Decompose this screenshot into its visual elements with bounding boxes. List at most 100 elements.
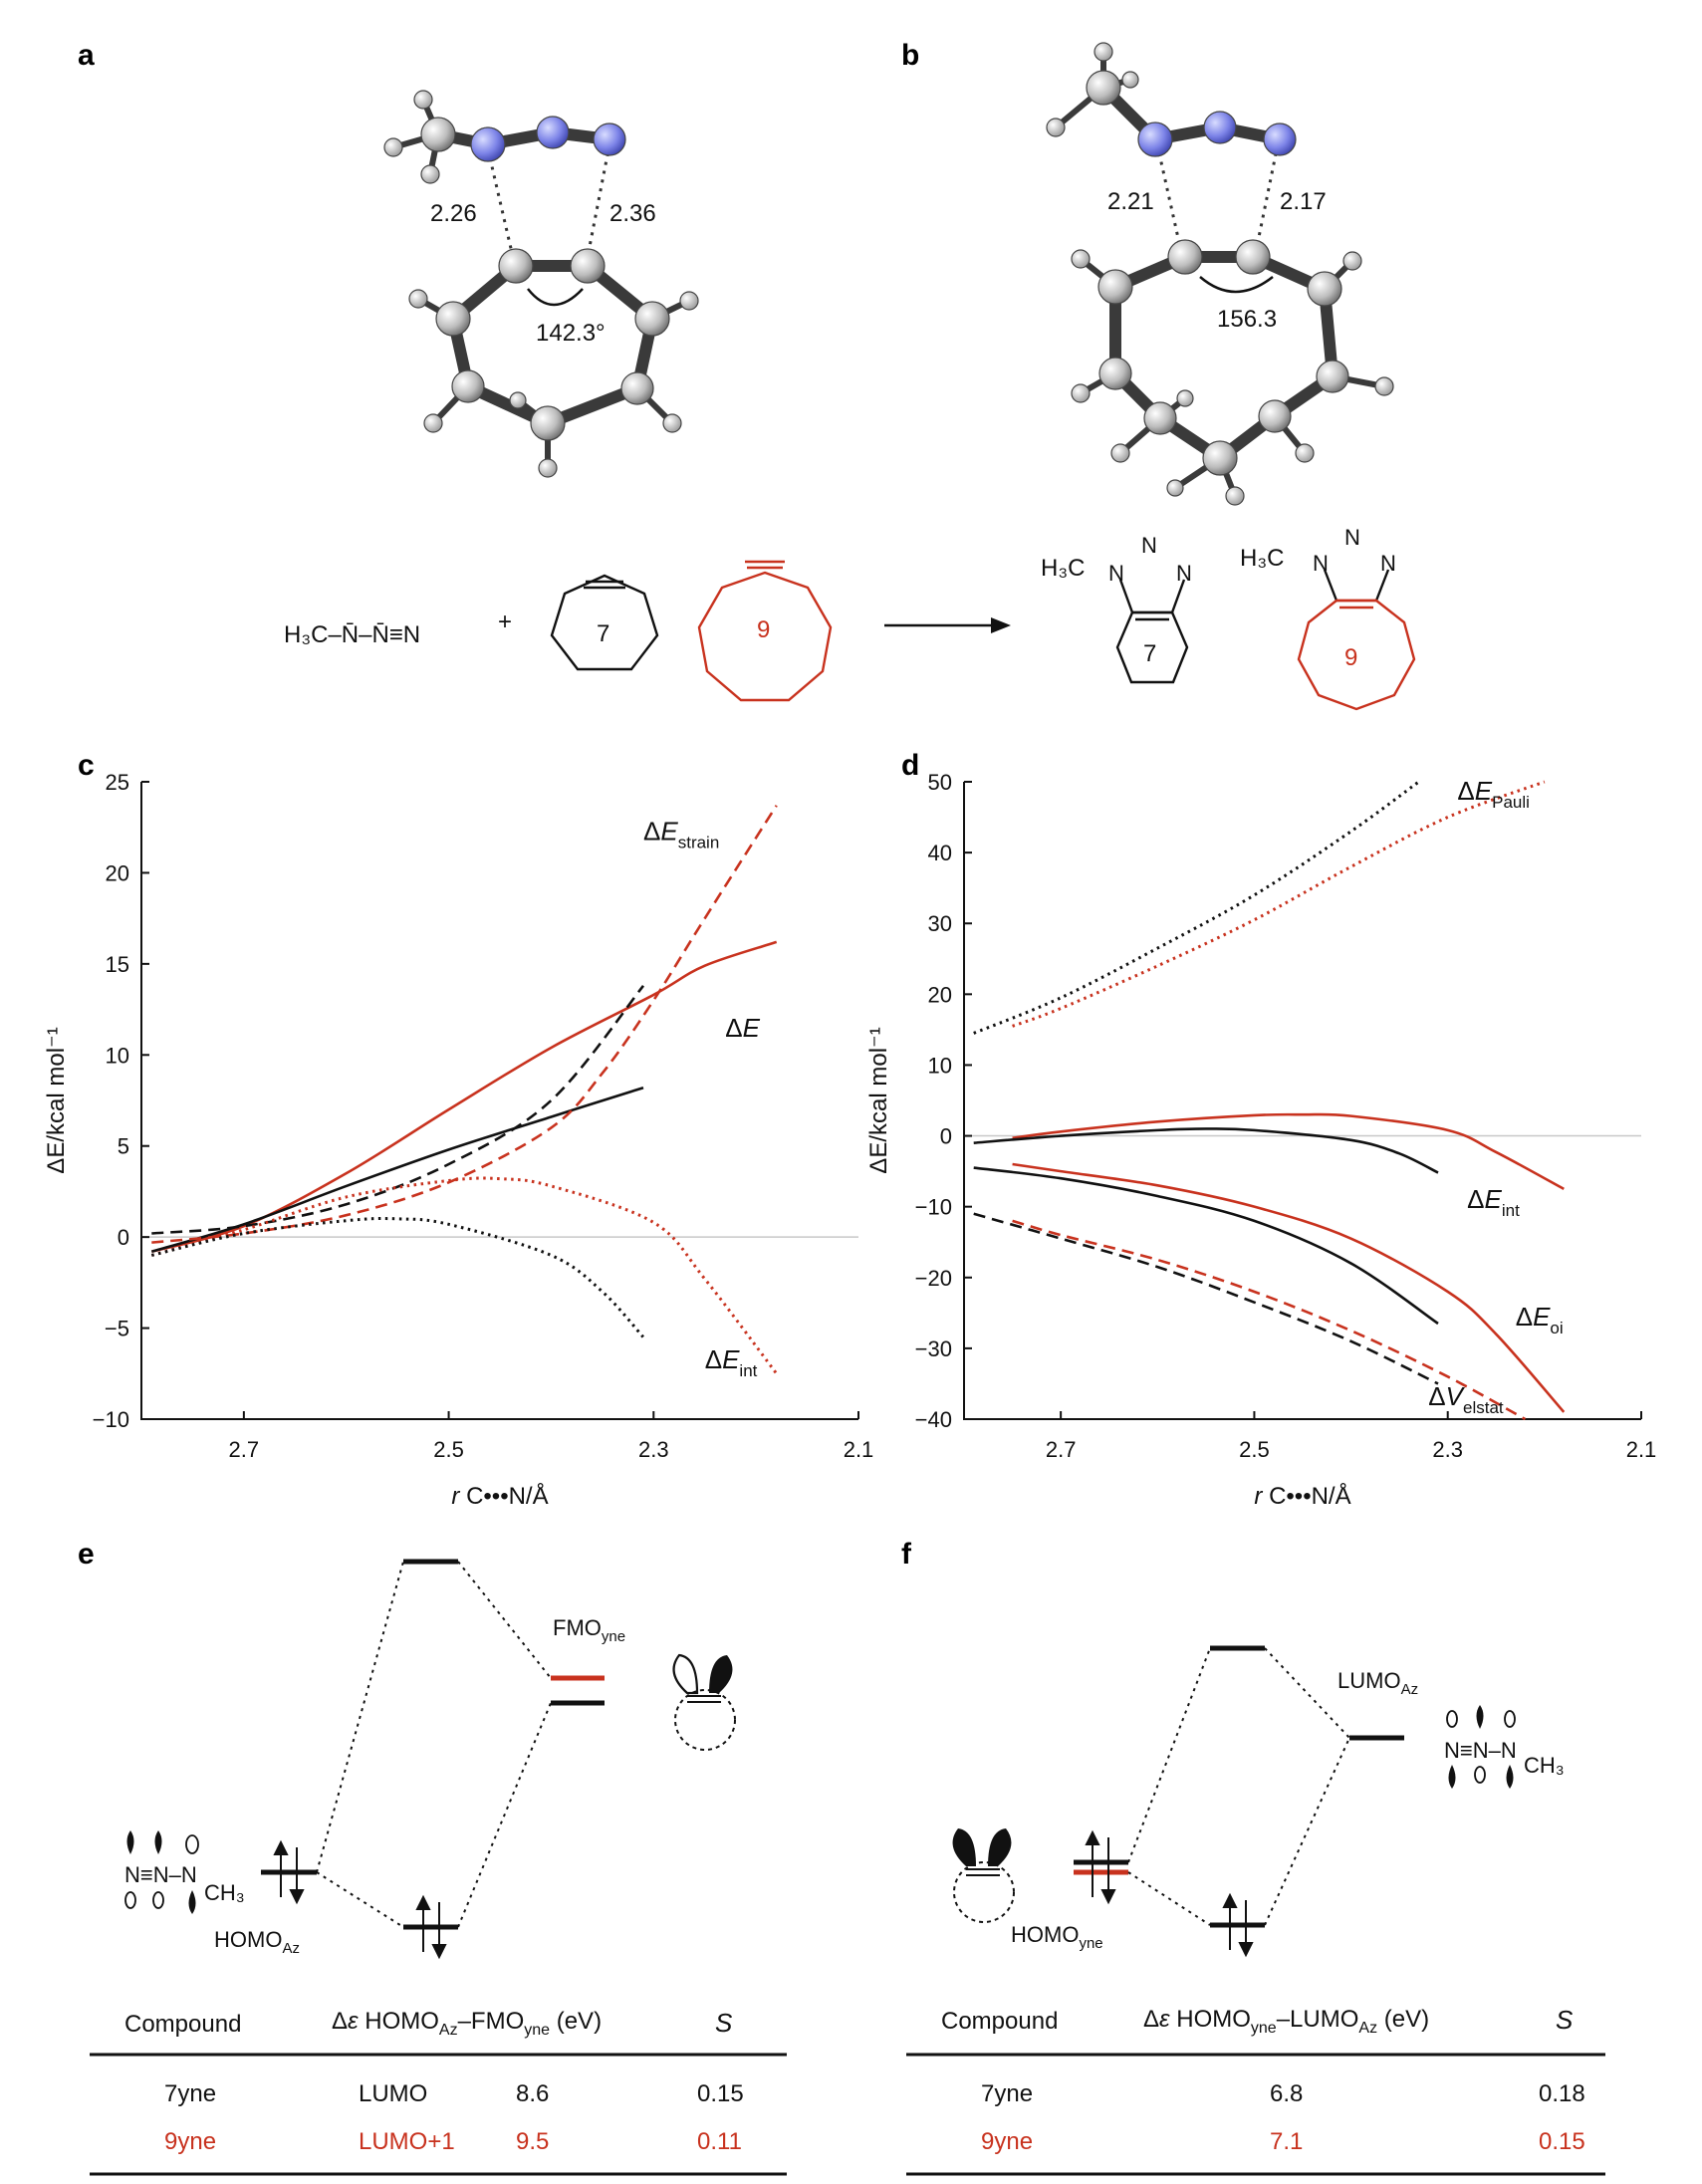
series-annotation: ΔEint [1467, 1184, 1520, 1220]
svg-text:7yne: 7yne [164, 2080, 216, 2107]
y-tick-label: 50 [928, 770, 952, 795]
table-e-header-compound: Compound [124, 2011, 241, 2038]
y-tick-label: −40 [915, 1407, 952, 1432]
table-row: 7yne 6.8 0.18 [981, 2080, 1585, 2107]
angle-arc-9 [1199, 276, 1274, 294]
series-line-c-red-solid-0 [150, 940, 778, 1254]
series-line-c-black-dashed-3 [151, 984, 645, 1235]
panel-label-a: a [78, 39, 95, 72]
methyl-azide-formula: H₃C–N̄–N̄≡N [284, 621, 420, 648]
ring-size-9: 9 [757, 616, 770, 643]
cyclononyne-ring [697, 571, 833, 702]
distance-label-7a: 2.26 [430, 200, 477, 227]
series-line-c-red-dotted-4 [150, 1176, 778, 1375]
lumo-az-label: LUMOAz [1337, 1668, 1418, 1698]
svg-text:LUMO+1: LUMO+1 [359, 2128, 455, 2155]
series-line-d-black-solid-4 [973, 1166, 1439, 1326]
product7-ring-size: 7 [1143, 640, 1156, 667]
table-f-header-s: S [1556, 2005, 1574, 2035]
x-tick-label: 2.7 [1046, 1437, 1077, 1462]
svg-text:0.15: 0.15 [697, 2080, 744, 2107]
mo-diagram-e: FMOyne HOMOAz N≡N–N CH₃ [124, 1559, 736, 1960]
y-tick-label: −20 [915, 1266, 952, 1291]
y-tick-label: 15 [106, 952, 129, 977]
product7-triazole [1115, 579, 1189, 684]
azide-orbital-cartoon-e: N≡N–N CH₃ [124, 1830, 245, 1914]
ring-size-7: 7 [597, 620, 609, 647]
atoms-7 [383, 90, 699, 478]
table-row: 9yne 7.1 0.15 [981, 2128, 1585, 2155]
x-axis-label: r C•••N/Å [1254, 1482, 1350, 1510]
x-tick-label: 2.3 [638, 1437, 669, 1462]
panel-label-b: b [901, 39, 919, 72]
angle-label-9: 156.3 [1217, 306, 1277, 333]
azide-orbital-cartoon-f: N≡N–N CH₃ [1444, 1705, 1565, 1789]
svg-text:8.6: 8.6 [516, 2080, 549, 2107]
y-tick-label: −10 [93, 1407, 129, 1432]
svg-text:0.18: 0.18 [1539, 2080, 1585, 2107]
table-row: 7yne LUMO 8.6 0.15 [164, 2080, 744, 2107]
mo-correlation-lines-e [316, 1561, 552, 1928]
series-line-d-red-solid-5 [1012, 1162, 1566, 1413]
ts-contacts-9 [1155, 143, 1280, 248]
y-tick-label: −5 [105, 1317, 129, 1341]
series-line-d-black-dashed-6 [973, 1212, 1439, 1385]
series-annotation: ΔEint [705, 1344, 758, 1380]
chart-c: −10 −5 0 5 10 15 20 25 2.7 2.5 2.3 2.1 r C•••N/Å ΔE/k… [43, 770, 873, 1510]
series-annotation: ΔEstrain [643, 817, 719, 852]
x-tick-label: 2.7 [229, 1437, 260, 1462]
series-line-d-red-dashed-7 [1012, 1219, 1527, 1421]
y-tick-label: 0 [940, 1124, 952, 1149]
series-annotation: ΔE [725, 1013, 760, 1043]
x-tick-label: 2.5 [1239, 1437, 1270, 1462]
electron-arrows-f [1085, 1829, 1254, 1958]
series-line-d-black-solid-3 [973, 1127, 1439, 1174]
ts-structure-7: 2.26 2.36 142.3° [383, 90, 699, 478]
table-e-header-s: S [715, 2008, 733, 2038]
y-axis-label: ΔE/kcal mol⁻¹ [43, 1027, 70, 1173]
panel-label-e: e [78, 1538, 95, 1571]
series-annotation: ΔVelstat [1428, 1381, 1504, 1417]
panel-label-c: c [78, 749, 95, 782]
table-f: Compound Δε HOMOyne–LUMOAz (eV) S 7yne 6… [906, 2005, 1605, 2176]
svg-text:9yne: 9yne [164, 2128, 216, 2155]
ts-contacts-7 [486, 143, 611, 258]
distance-label-9b: 2.17 [1280, 188, 1327, 215]
distance-label-7b: 2.36 [609, 200, 656, 227]
table-f-header-gap: Δε HOMOyne–LUMOAz (eV) [1143, 2006, 1429, 2037]
svg-text:N: N [1344, 525, 1360, 550]
y-tick-label: 30 [928, 911, 952, 936]
svg-text:N: N [1141, 533, 1157, 558]
y-tick-label: 10 [106, 1043, 129, 1068]
svg-text:0.15: 0.15 [1539, 2128, 1585, 2155]
angle-label-7: 142.3° [536, 320, 606, 347]
y-tick-label: −10 [915, 1195, 952, 1220]
chart-d: −40 −30 −20 −10 0 10 20 30 40 50 2.7 2.5 2.3 2.1 r C••… [865, 770, 1656, 1510]
svg-text:N≡N–N: N≡N–N [1444, 1738, 1517, 1763]
svg-text:CH₃: CH₃ [1524, 1753, 1565, 1778]
y-tick-label: 20 [928, 982, 952, 1007]
reaction-scheme: H₃C–N̄–N̄≡N + 7 9 H₃C N N N 7 H₃C [284, 525, 1416, 711]
mo-diagram-f: LUMOAz HOMOyne N≡N–N CH₃ [952, 1645, 1565, 1958]
table-f-header-compound: Compound [941, 2008, 1058, 2035]
cycloheptyne-ring [550, 574, 659, 671]
alkyne-orbital-cartoon-f [952, 1828, 1015, 1923]
distance-label-9a: 2.21 [1107, 188, 1154, 215]
table-e-header-gap: Δε HOMOAz–FMOyne (eV) [332, 2008, 602, 2039]
product7-methyl: H₃C [1041, 555, 1085, 582]
svg-text:N: N [1108, 561, 1124, 586]
plus-sign: + [498, 608, 512, 635]
series-line-d-red-dotted-1 [1012, 780, 1546, 1028]
homo-yne-label-f: HOMOyne [1011, 1922, 1103, 1952]
electron-arrows-e [273, 1839, 447, 1960]
panel-label-f: f [901, 1538, 912, 1571]
x-tick-label: 2.3 [1432, 1437, 1463, 1462]
svg-text:7yne: 7yne [981, 2080, 1033, 2107]
svg-text:N: N [1313, 551, 1329, 576]
y-tick-label: 0 [118, 1225, 129, 1250]
product9-ring-size: 9 [1344, 644, 1357, 671]
y-tick-label: 40 [928, 841, 952, 865]
svg-text:N: N [1380, 551, 1396, 576]
y-tick-label: 25 [106, 770, 129, 795]
